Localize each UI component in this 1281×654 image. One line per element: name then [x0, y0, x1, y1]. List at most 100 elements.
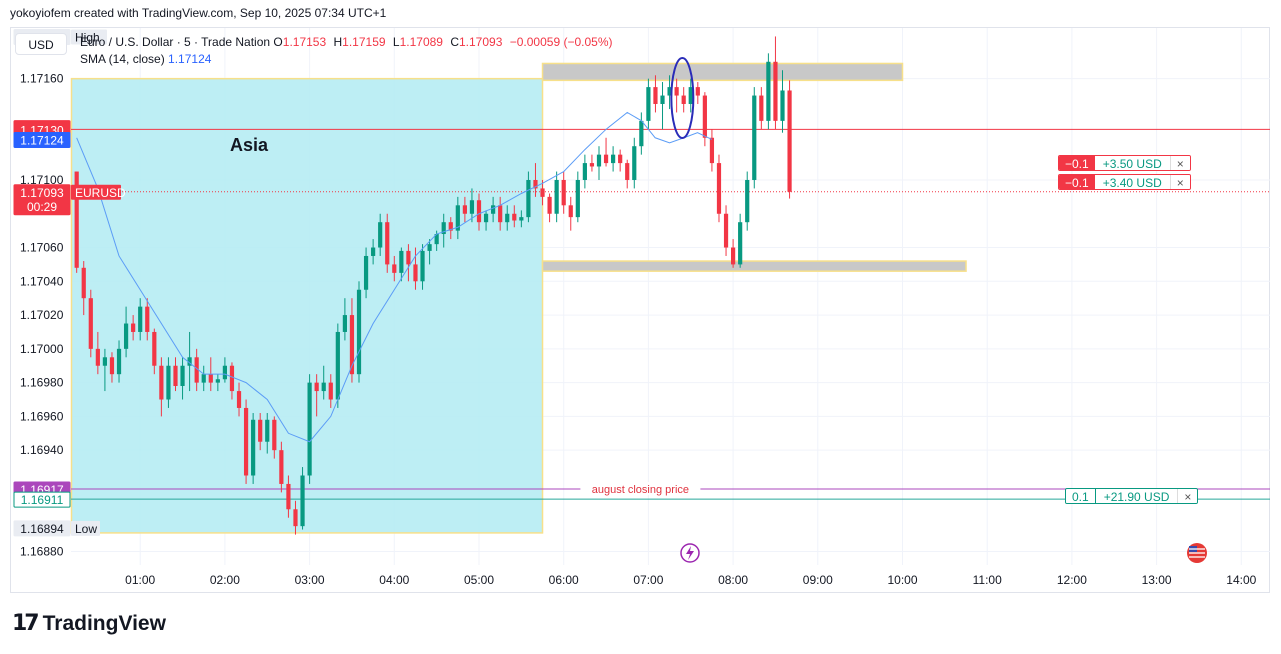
- x-tick-label: 10:00: [887, 573, 917, 587]
- candle-up: [371, 239, 376, 265]
- candle-body: [766, 61, 771, 121]
- price-tag-text: High: [75, 30, 100, 44]
- candle-body: [88, 298, 93, 349]
- position-qty: −0.1: [1059, 175, 1095, 189]
- position-pl: +3.40 USD: [1094, 175, 1170, 189]
- candle-up: [491, 196, 496, 223]
- price-axis-label: 1.17124: [13, 131, 71, 148]
- candle-body: [215, 379, 220, 383]
- position-tag-short-1[interactable]: −0.1 +3.50 USD ×: [1058, 155, 1191, 171]
- candle-body: [667, 87, 672, 96]
- candle-down: [272, 416, 277, 459]
- candle-body: [378, 222, 383, 248]
- candle-up: [265, 413, 270, 454]
- candle-body: [166, 365, 171, 400]
- close-position-icon[interactable]: ×: [1169, 175, 1190, 189]
- y-tick-label: 1.16880: [20, 544, 64, 558]
- candle-down: [695, 82, 700, 104]
- candle-body: [787, 90, 792, 192]
- candle-up: [307, 374, 312, 484]
- candle-body: [307, 382, 312, 476]
- candle-body: [187, 357, 192, 366]
- us-flag-event-icon: [1187, 543, 1207, 563]
- candle-up: [378, 213, 383, 256]
- candle-body: [335, 331, 340, 400]
- candle-down: [406, 244, 411, 282]
- candle-body: [533, 179, 538, 189]
- chart-frame: [10, 27, 1270, 593]
- candle-body: [695, 87, 700, 96]
- price-axis-label: 1.16894 Low: [13, 520, 100, 537]
- candle-body: [773, 61, 778, 121]
- candle-down: [759, 87, 764, 130]
- candle-up: [667, 75, 672, 110]
- candle-up: [399, 247, 404, 282]
- countdown-text: 00:29: [27, 200, 57, 214]
- candle-down: [194, 348, 199, 392]
- candle-body: [561, 179, 566, 206]
- candle-down: [236, 382, 242, 417]
- close-position-icon[interactable]: ×: [1169, 156, 1190, 170]
- candle-down: [498, 196, 503, 231]
- candle-body: [300, 475, 305, 527]
- x-tick-label: 04:00: [379, 573, 409, 587]
- candle-body: [356, 289, 362, 375]
- candle-body: [582, 163, 587, 180]
- candle-body: [709, 137, 715, 164]
- candle-body: [229, 365, 235, 392]
- candle-body: [123, 323, 129, 349]
- currency-button[interactable]: USD: [15, 33, 67, 55]
- candle-down: [293, 500, 298, 535]
- high-label: H: [333, 35, 343, 49]
- x-tick-label: 01:00: [125, 573, 155, 587]
- price-axis-label-bg: [13, 131, 71, 148]
- candle-down: [716, 154, 722, 223]
- x-tick-label: 02:00: [210, 573, 240, 587]
- close-position-icon[interactable]: ×: [1177, 489, 1198, 503]
- legend-ohlc-row: Euro / U.S. Dollar · 5 · Trade Nation O1…: [80, 34, 616, 51]
- candle-down: [653, 75, 658, 113]
- candle-up: [222, 357, 227, 383]
- symbol-name[interactable]: Euro / U.S. Dollar · 5 · Trade Nation: [80, 35, 271, 49]
- candle-body: [265, 419, 270, 442]
- candle-up: [420, 244, 425, 290]
- x-tick-label: 07:00: [633, 573, 663, 587]
- position-tag-long[interactable]: 0.1 +21.90 USD ×: [1065, 488, 1199, 504]
- tradingview-logo[interactable]: 17 TradingView: [12, 611, 166, 636]
- price-axis-label-text: 1.16894: [20, 522, 64, 536]
- candle-body: [194, 357, 199, 383]
- candle-body: [639, 120, 644, 147]
- chart-legend: Euro / U.S. Dollar · 5 · Trade Nation O1…: [80, 34, 616, 68]
- candle-body: [653, 87, 658, 104]
- candle-up: [335, 323, 340, 408]
- candle-up: [300, 467, 305, 530]
- candle-body: [723, 213, 729, 248]
- candle-body: [618, 154, 623, 164]
- candle-down: [681, 87, 686, 113]
- price-tag-text: Low: [75, 522, 97, 536]
- legend-sma-row[interactable]: SMA (14, close) 1.17124: [80, 51, 616, 68]
- candle-body: [603, 154, 609, 164]
- candle-body: [462, 205, 467, 214]
- candle-body: [413, 264, 418, 282]
- candle-up: [554, 171, 559, 223]
- y-tick-label: 1.17100: [20, 173, 64, 187]
- candle-body: [596, 154, 602, 167]
- position-tag-short-2[interactable]: −0.1 +3.40 USD ×: [1058, 174, 1191, 190]
- candle-up: [526, 171, 531, 223]
- x-tick-label: 13:00: [1142, 573, 1172, 587]
- candle-down: [561, 171, 566, 214]
- candle-up: [575, 171, 580, 223]
- tradingview-logo-icon: 17: [12, 611, 40, 636]
- candle-body: [681, 95, 686, 104]
- candle-down: [88, 289, 93, 358]
- candle-down: [286, 475, 291, 518]
- candle-body: [95, 348, 100, 366]
- candle-body: [222, 365, 227, 380]
- candle-down: [279, 441, 284, 493]
- candle-down: [173, 357, 178, 392]
- candle-body: [342, 315, 347, 332]
- candle-down: [131, 315, 136, 341]
- candle-body: [441, 222, 446, 235]
